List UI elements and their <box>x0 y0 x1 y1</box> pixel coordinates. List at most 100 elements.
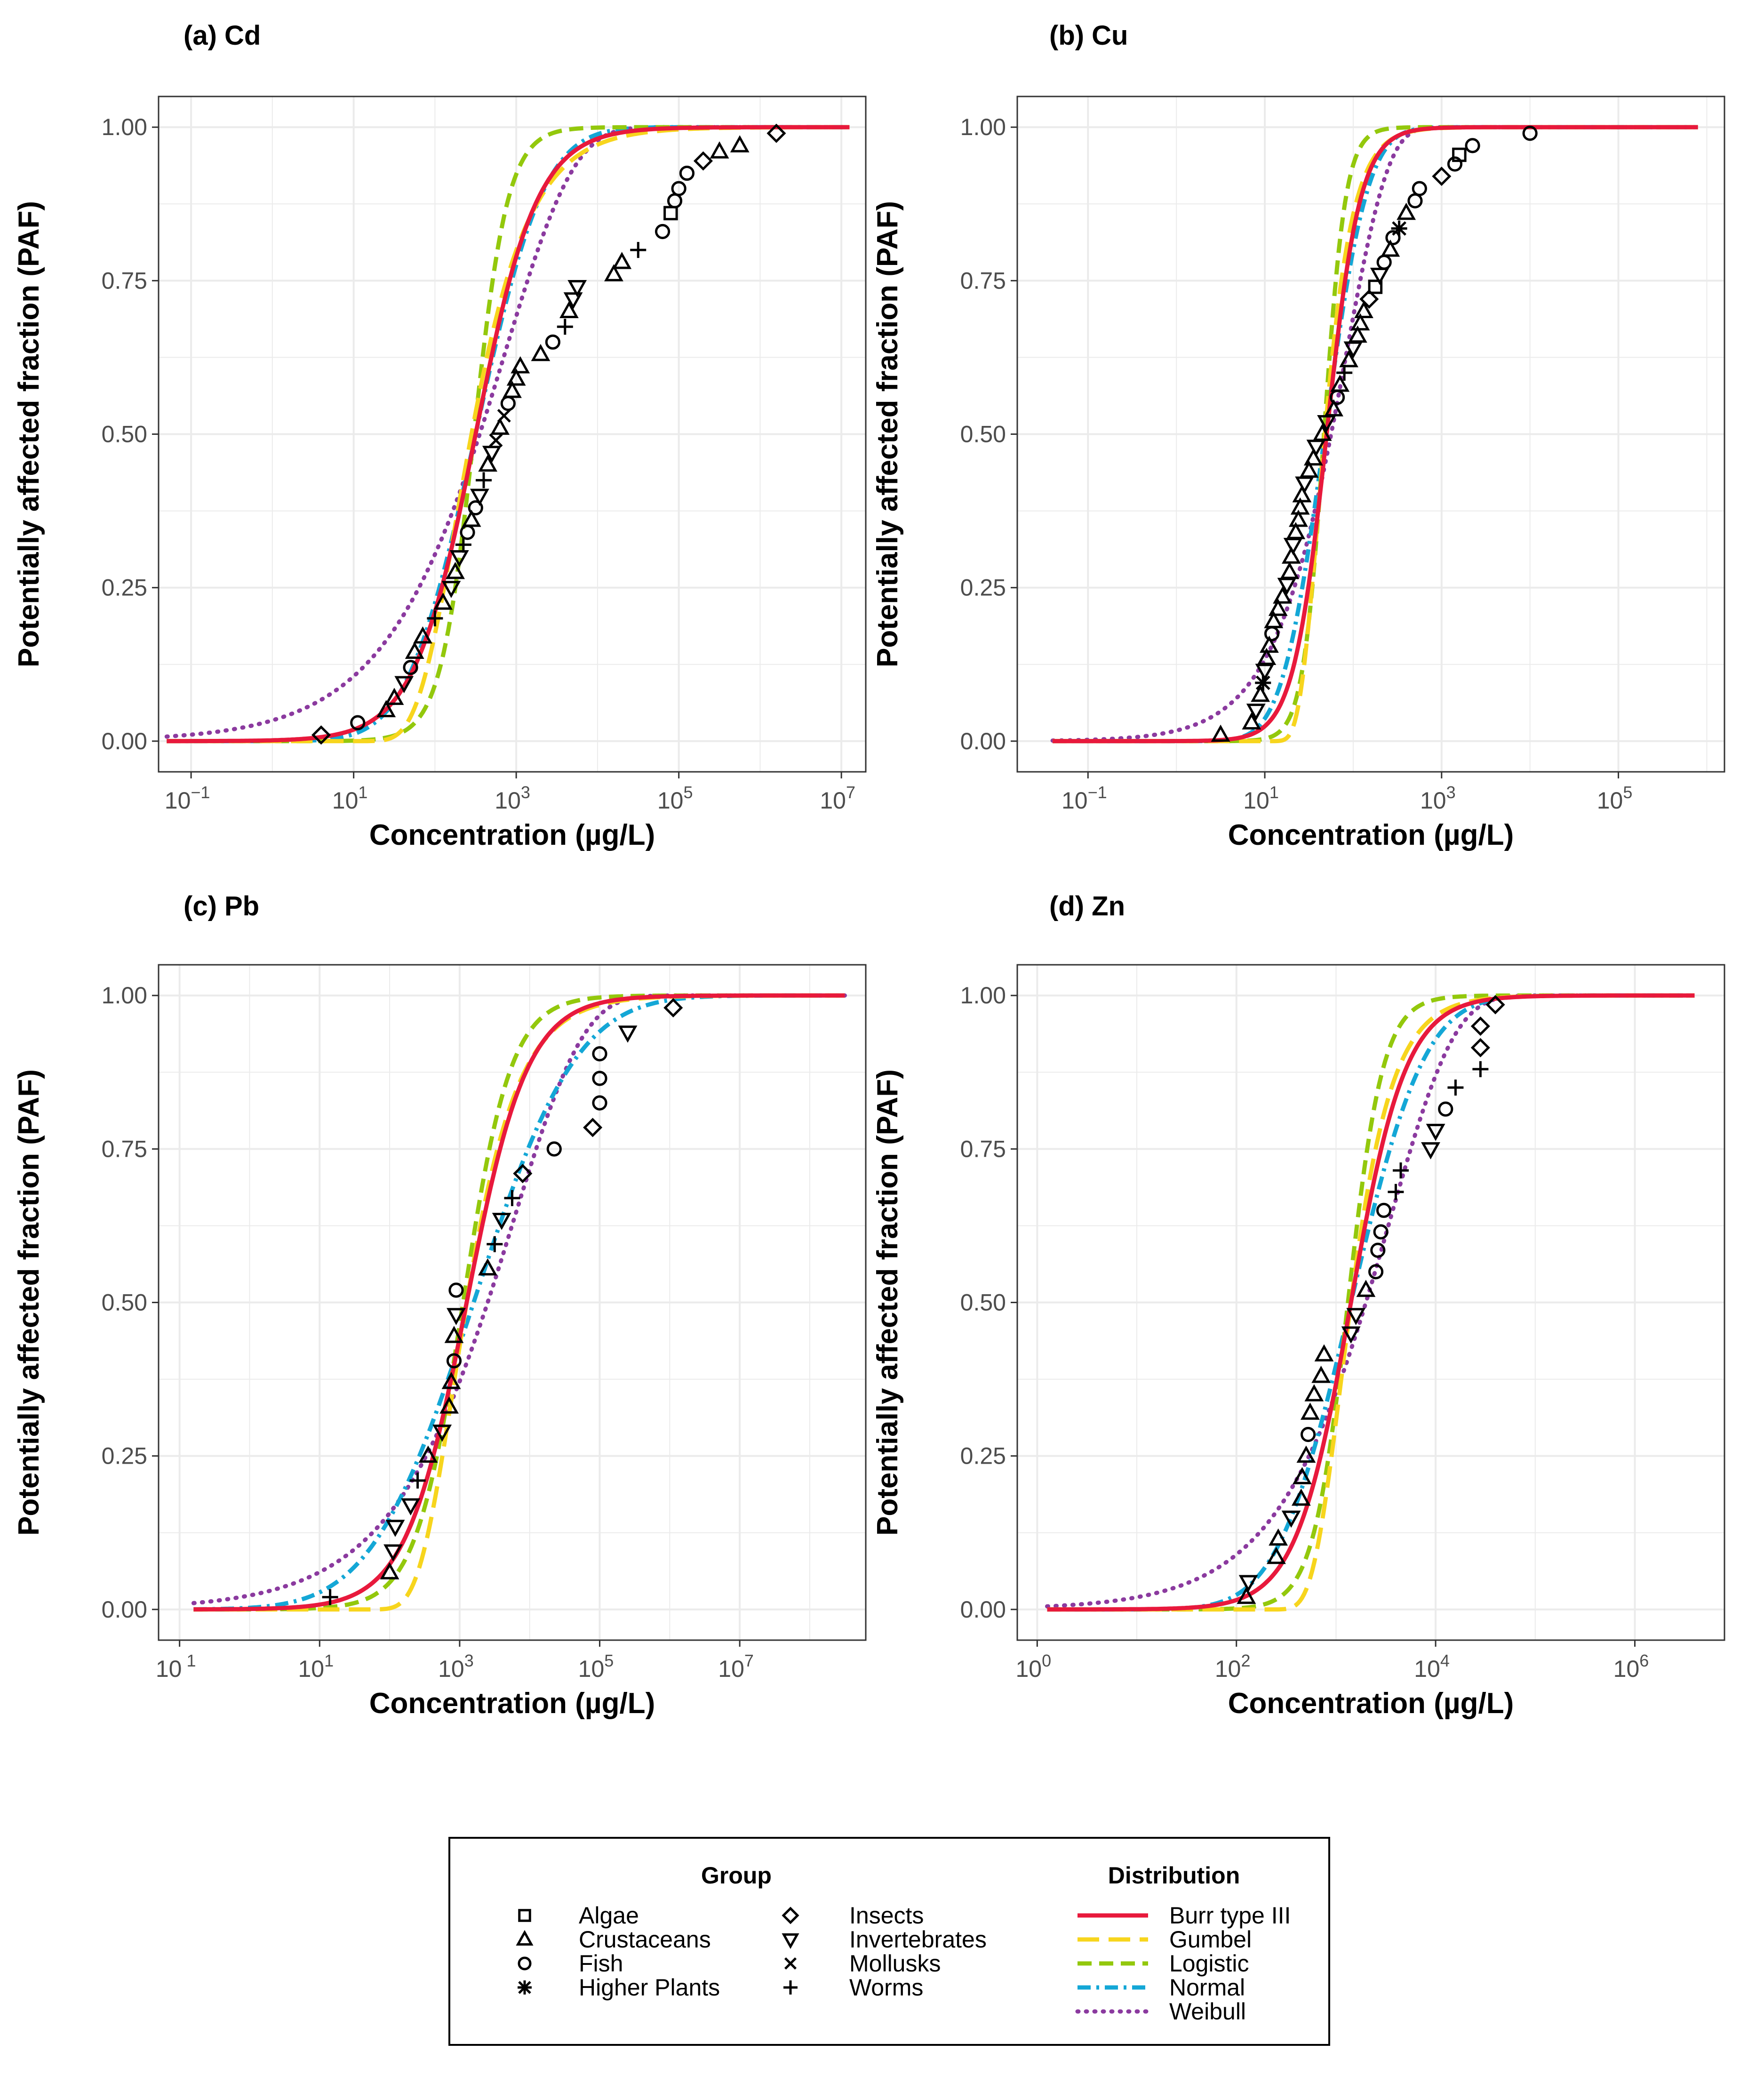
point-crustaceans <box>1280 561 1300 579</box>
x-tick-label: 107 <box>820 783 855 814</box>
data-points <box>1237 995 1505 1604</box>
distribution-curves <box>191 993 847 1612</box>
x-axis-title: Concentration (µg/L) <box>369 1687 655 1720</box>
point-fish <box>1522 126 1538 141</box>
point-fish <box>546 1141 562 1157</box>
x-axis-title: Concentration (µg/L) <box>369 819 655 851</box>
y-tick-label: 0.75 <box>102 1136 147 1162</box>
x-tick-label: 103 <box>438 1651 474 1682</box>
panel-cu: (b) Cu 0.00 0.25 0.50 0.75 1.00 10−1 101 103 105 C… <box>871 20 1725 851</box>
legend-label: Worms <box>849 1974 923 2001</box>
panel-title: (a) Cd <box>184 20 261 51</box>
point-crustaceans <box>531 344 551 361</box>
point-crustaceans <box>1339 350 1358 368</box>
point-insects <box>311 725 331 745</box>
point-crustaceans <box>1356 1280 1376 1297</box>
point-crustaceans <box>1300 1402 1320 1420</box>
y-tick-label: 0.00 <box>960 1596 1006 1623</box>
point-crustaceans <box>1350 313 1370 331</box>
legend-label: Gumbel <box>1169 1926 1252 1953</box>
point-crustaceans <box>1237 1586 1256 1604</box>
point-insects <box>1485 995 1505 1015</box>
legend-label: Mollusks <box>849 1950 941 1977</box>
point-crustaceans <box>710 141 729 159</box>
y-tick-label: 0.75 <box>102 267 147 294</box>
legend-label: Invertebrates <box>849 1926 987 1953</box>
point-fish <box>1373 1224 1389 1240</box>
point-crustaceans <box>490 417 510 435</box>
point-fish <box>468 500 483 516</box>
point-invertebrates <box>449 550 469 568</box>
legend-key-mollusks <box>784 1957 797 1970</box>
y-tick-label: 0.00 <box>102 728 147 754</box>
point-crustaceans <box>503 381 522 398</box>
point-crustaceans <box>1264 611 1284 628</box>
point-crustaceans <box>433 593 453 610</box>
legend-label: Crustaceans <box>579 1926 711 1953</box>
point-worms <box>504 1190 520 1206</box>
point-fish <box>403 660 418 675</box>
point-worms <box>557 319 573 335</box>
y-axis-title: Potentially affected fraction (PAF) <box>871 201 904 667</box>
x-tick-label: 105 <box>578 1651 614 1682</box>
legend-label: Insects <box>849 1902 924 1929</box>
point-crustaceans <box>1311 1365 1331 1383</box>
point-insects <box>1359 289 1379 309</box>
point-crustaceans <box>604 264 623 281</box>
x-axis: 100 102 104 106 <box>1016 1640 1649 1682</box>
point-worms <box>630 242 647 258</box>
x-tick-label: 10−1 <box>165 783 210 814</box>
point-worms <box>409 1472 426 1489</box>
point-invertebrates <box>563 292 583 310</box>
point-fish <box>592 1071 607 1086</box>
point-worms <box>322 1589 338 1605</box>
gridlines <box>159 96 866 772</box>
point-insects <box>766 123 786 143</box>
point-crustaceans <box>446 561 465 579</box>
point-invertebrates <box>1246 704 1266 721</box>
point-algae <box>1452 147 1467 162</box>
point-crustaceans <box>1312 424 1332 441</box>
point-invertebrates <box>1238 1575 1258 1593</box>
legend-key-insects <box>782 1907 799 1924</box>
point-worms <box>1472 1061 1489 1077</box>
y-tick-label: 0.25 <box>960 575 1006 601</box>
point-crustaceans <box>1269 1528 1288 1546</box>
legend-box <box>448 1837 1330 2046</box>
legend: Group Distribution AlgaeCrustaceansFishH… <box>448 1837 1330 2046</box>
point-crustaceans <box>1314 1344 1334 1362</box>
point-mollusks <box>489 433 503 448</box>
panel-title: (b) Cu <box>1049 20 1128 51</box>
point-crustaceans <box>1296 1445 1316 1463</box>
point-worms <box>1388 1184 1404 1200</box>
point-crustaceans <box>413 626 432 644</box>
point-crustaceans <box>1330 375 1350 392</box>
panel-title: (d) Zn <box>1049 891 1125 921</box>
point-insects <box>663 998 683 1017</box>
point-crustaceans <box>1291 1488 1311 1506</box>
y-tick-label: 1.00 <box>960 114 1006 140</box>
point-insects <box>583 1118 603 1138</box>
point-crustaceans <box>1303 448 1323 466</box>
point-crustaceans <box>1324 399 1344 417</box>
curve-burr <box>1047 993 1695 1612</box>
curve-burr <box>1053 125 1698 744</box>
point-crustaceans <box>1304 1384 1324 1402</box>
point-insects <box>1470 1016 1490 1036</box>
legend-key-algae <box>518 1909 531 1922</box>
y-tick-label: 0.75 <box>960 267 1006 294</box>
point-invertebrates <box>1346 1308 1366 1325</box>
legend-label: Higher Plants <box>579 1974 720 2001</box>
point-fish <box>1412 181 1427 196</box>
point-crustaceans <box>511 356 530 374</box>
y-tick-label: 1.00 <box>960 982 1006 1009</box>
y-axis-title: Potentially affected fraction (PAF) <box>871 1069 904 1536</box>
x-axis: 10−1 101 103 105 <box>1062 772 1632 814</box>
x-axis: 10 1 101 103 105 107 <box>156 1640 754 1682</box>
point-fish <box>1370 1242 1386 1258</box>
data-points <box>322 998 683 1605</box>
point-crustaceans <box>1290 497 1310 515</box>
x-tick-label: 101 <box>332 783 368 814</box>
point-invertebrates <box>618 1025 638 1043</box>
